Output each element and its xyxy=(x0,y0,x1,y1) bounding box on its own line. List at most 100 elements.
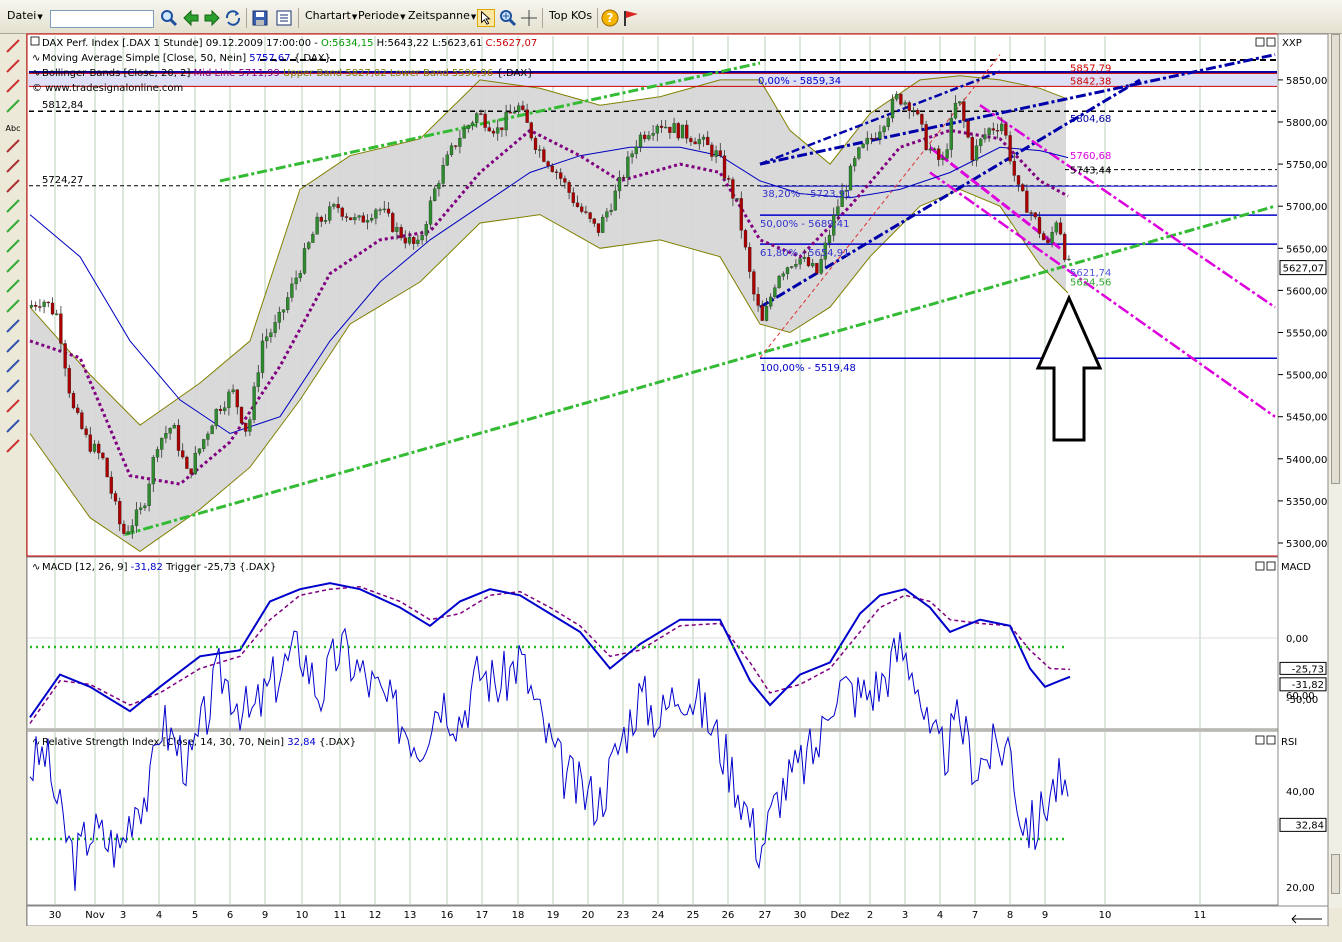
arrow-right-icon[interactable] xyxy=(203,9,221,27)
candle-body xyxy=(827,235,832,244)
candle-body xyxy=(118,501,122,525)
candle-body xyxy=(336,204,340,209)
properties-icon[interactable] xyxy=(275,9,293,27)
drawing-tool-glyph xyxy=(6,99,20,113)
candle-body xyxy=(1021,184,1025,192)
candle-body xyxy=(995,130,1000,132)
candle-body xyxy=(59,313,63,344)
candle-body xyxy=(126,531,130,534)
candle-body xyxy=(252,386,256,420)
level-label-5724: 5724,27 xyxy=(42,175,83,186)
scrollbar-thumb-lower[interactable] xyxy=(1331,854,1340,894)
candle-body xyxy=(899,93,903,105)
candle-body xyxy=(412,237,416,244)
candle-body xyxy=(42,301,46,307)
scrollbar-thumb[interactable] xyxy=(1331,34,1340,484)
price-tick-label: 5450,00 xyxy=(1286,413,1327,424)
help-icon[interactable]: ? xyxy=(601,9,619,27)
candle-body xyxy=(277,311,281,323)
candle-body xyxy=(428,200,433,225)
close-icon xyxy=(1266,561,1276,571)
candle-body xyxy=(865,137,869,145)
label-5624: 5624,56 xyxy=(1070,278,1111,289)
candle-body xyxy=(823,242,827,260)
x-tick-label: 13 xyxy=(404,910,417,921)
candle-body xyxy=(727,178,731,180)
candle-body xyxy=(878,131,882,139)
candle-body xyxy=(1050,231,1054,244)
candle-body xyxy=(714,150,718,157)
macd-panel xyxy=(26,556,1279,730)
candle-body xyxy=(1063,233,1067,260)
arrow-left-icon[interactable] xyxy=(182,9,200,27)
candle-body xyxy=(88,434,92,452)
period-menu[interactable]: Periode▼ xyxy=(358,9,406,22)
candle-body xyxy=(290,283,294,298)
candle-body xyxy=(84,428,88,435)
file-menu[interactable]: Datei▼ xyxy=(7,9,43,22)
candle-body xyxy=(550,165,554,172)
candle-body xyxy=(197,448,202,454)
candle-body xyxy=(857,147,861,159)
candle-body xyxy=(811,263,815,267)
candle-body xyxy=(1067,258,1071,261)
candle-body xyxy=(567,182,571,193)
level-label-5812: 5812,84 xyxy=(42,100,83,111)
candle-body xyxy=(71,393,76,409)
drawing-tool-glyph xyxy=(6,399,20,413)
indicator-icon: ∿ xyxy=(32,562,40,573)
save-icon[interactable] xyxy=(251,9,269,27)
zoom-icon[interactable] xyxy=(499,9,517,27)
candle-body xyxy=(151,457,155,485)
crosshair-icon[interactable] xyxy=(520,9,538,27)
candle-body xyxy=(668,126,672,133)
candle-body xyxy=(764,306,769,321)
candle-body xyxy=(710,144,714,157)
x-tick-label: 16 xyxy=(441,910,454,921)
drawing-tool-glyph xyxy=(6,379,20,393)
candle-body xyxy=(441,165,445,184)
candle-body xyxy=(685,124,689,139)
candle-body xyxy=(546,161,550,167)
candle-body xyxy=(399,227,403,239)
candle-body xyxy=(672,123,676,133)
search-icon[interactable] xyxy=(160,9,178,27)
cursor-icon[interactable] xyxy=(477,9,495,27)
green-trendline xyxy=(219,61,761,183)
candle-body xyxy=(777,275,781,288)
candle-body xyxy=(231,389,235,393)
macd-line xyxy=(29,582,1071,718)
x-tick-label: 10 xyxy=(1099,910,1112,921)
candle-body xyxy=(134,509,139,526)
x-tick-label: 26 xyxy=(722,910,735,921)
candle-body xyxy=(592,218,596,224)
candle-body xyxy=(172,425,176,429)
candle-body xyxy=(122,523,126,534)
refresh-icon[interactable] xyxy=(224,9,242,27)
top-kos-button[interactable]: Top KOs xyxy=(549,9,593,22)
timespan-menu[interactable]: Zeitspanne▼ xyxy=(408,9,477,22)
candle-body xyxy=(340,207,344,217)
x-tick-label: 2 xyxy=(867,910,873,921)
candle-body xyxy=(470,122,475,126)
blue-trendline xyxy=(759,78,1141,309)
flag-icon[interactable] xyxy=(622,9,640,27)
vertical-scrollbar[interactable] xyxy=(1328,34,1342,908)
candle-body xyxy=(659,125,664,128)
candle-body xyxy=(983,134,987,140)
candle-body xyxy=(1000,123,1004,132)
panel-collapse-icon xyxy=(30,36,40,46)
candle-body xyxy=(748,247,752,272)
drawing-tool-glyph xyxy=(6,199,20,213)
candle-body xyxy=(941,158,945,160)
candle-body xyxy=(248,419,252,432)
macd-trigger-line xyxy=(29,586,1071,724)
rsi-tick-label: 60,00 xyxy=(1286,691,1315,702)
candle-body xyxy=(479,113,483,115)
symbol-search-input[interactable] xyxy=(50,10,154,28)
candle-body xyxy=(92,443,97,452)
x-tick-label: 17 xyxy=(476,910,489,921)
charttype-menu[interactable]: Chartart▼ xyxy=(305,9,358,22)
candle-body xyxy=(483,113,487,128)
